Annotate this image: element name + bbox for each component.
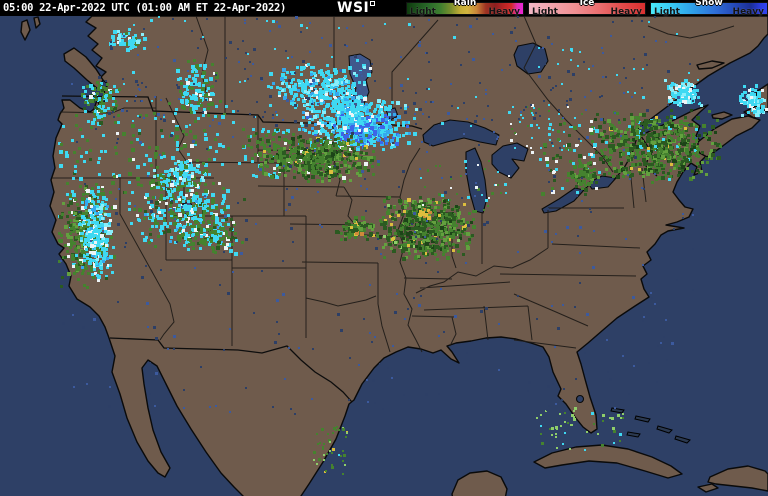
top-status-bar: 05:00 22-Apr-2022 UTC (01:00 AM ET 22-Ap… [0, 0, 768, 17]
legend-ice-gradient-bar: Light Heavy [528, 2, 646, 17]
radar-map-area [0, 16, 768, 496]
legend-rain-heavy-label: Heavy [488, 7, 520, 17]
legend-ice-light-label: Light [532, 7, 558, 17]
legend-snow-gradient-bar: Light Heavy [650, 2, 768, 17]
legend-rain-gradient-bar: Light Heavy [406, 2, 524, 17]
precip-legend: Rain Light Heavy Ice Light Heavy Snow Li… [406, 0, 768, 17]
legend-snow-light-label: Light [654, 7, 680, 17]
legend-rain-light-label: Light [410, 7, 436, 17]
radar-echo-overlay [0, 16, 768, 496]
legend-rain: Rain Light Heavy [406, 0, 524, 17]
legend-ice: Ice Light Heavy [528, 0, 646, 17]
legend-snow: Snow Light Heavy [650, 0, 768, 17]
wsi-logo-text: WSI [337, 0, 370, 16]
wsi-logo: WSI [337, 0, 376, 16]
legend-snow-title: Snow [695, 0, 723, 8]
timestamp-text: 05:00 22-Apr-2022 UTC (01:00 AM ET 22-Ap… [3, 2, 287, 14]
legend-snow-heavy-label: Heavy [732, 7, 764, 17]
legend-rain-title: Rain [453, 0, 477, 8]
legend-ice-heavy-label: Heavy [610, 7, 642, 17]
legend-ice-title: Ice [579, 0, 595, 8]
wsi-logo-degree-mark [370, 1, 376, 6]
